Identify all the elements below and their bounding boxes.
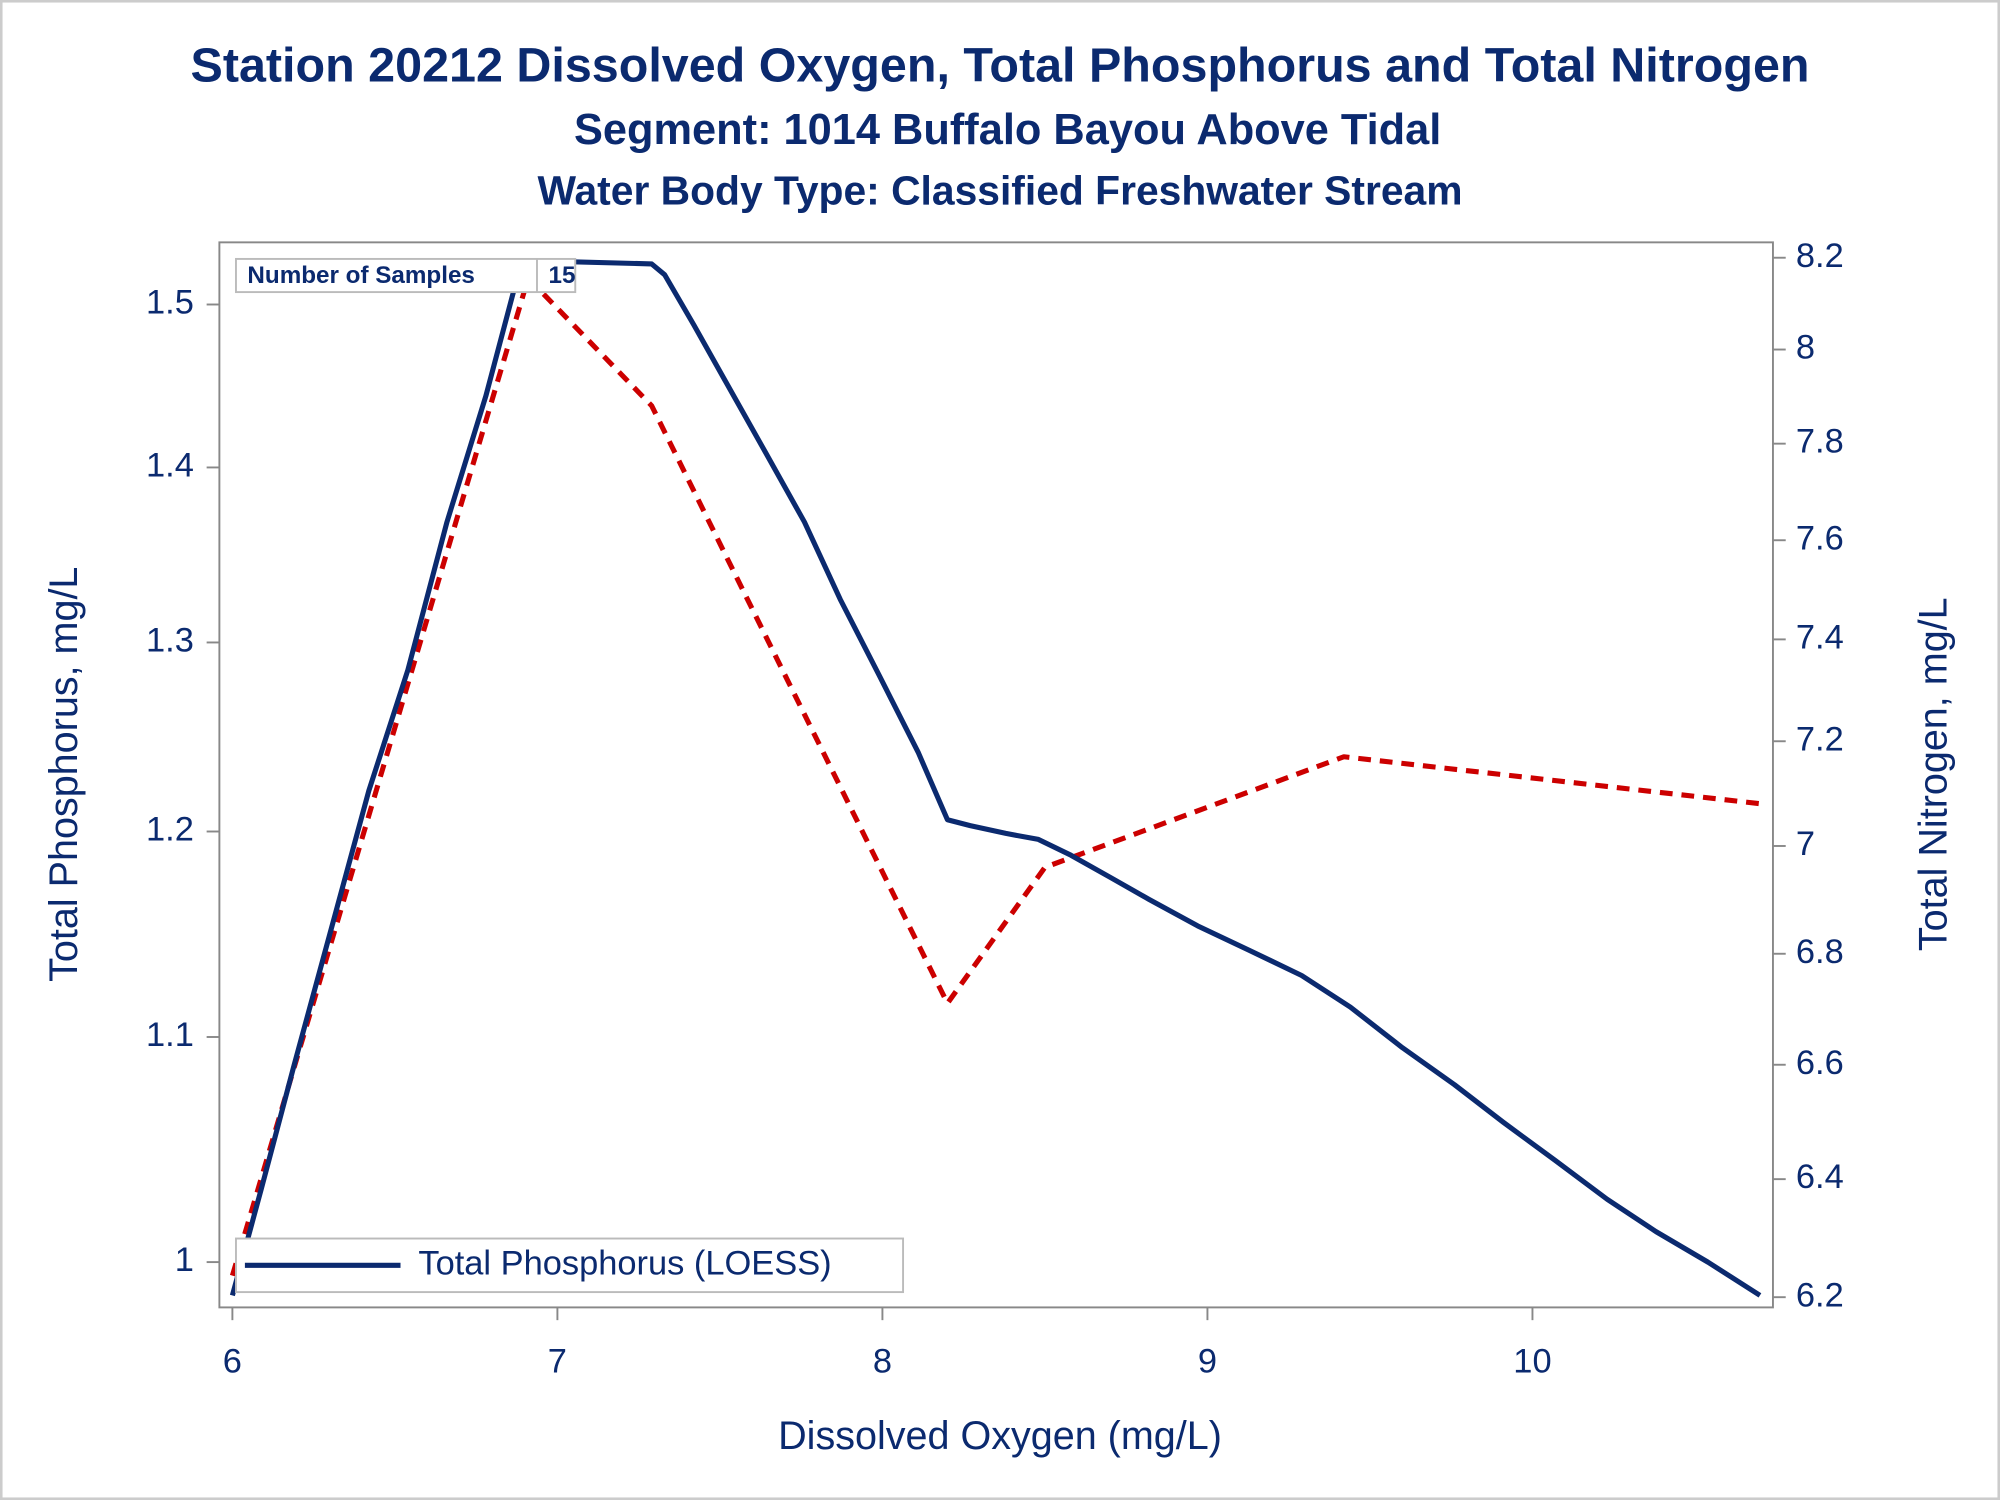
legend: Total Phosphorus (LOESS) (235, 1237, 905, 1294)
chart-subtitle: Segment: 1014 Buffalo Bayou Above Tidal (574, 106, 1441, 154)
annotation-box (235, 257, 577, 294)
x-tick-label: 8 (873, 1343, 892, 1381)
legend-label: Total Phosphorus (LOESS) (418, 1244, 831, 1282)
x-tick-label: 7 (548, 1343, 567, 1381)
x-tick-label: 9 (1198, 1343, 1217, 1381)
y2-tick-label: 7.4 (1796, 618, 1844, 656)
y-tick-label: 1.5 (146, 284, 194, 322)
y-tick-label: 1.3 (146, 622, 194, 660)
y-tick-label: 1.2 (146, 811, 194, 849)
x-tick-label: 6 (223, 1343, 242, 1381)
x-tick-label: 10 (1513, 1343, 1551, 1381)
chart-title: Station 20212 Dissolved Oxygen, Total Ph… (191, 39, 1810, 93)
data-line (229, 258, 1762, 1298)
y2-tick-label: 6.2 (1796, 1276, 1844, 1314)
chart-subtitle: Water Body Type: Classified Freshwater S… (537, 168, 1462, 214)
y2-tick-label: 6.8 (1796, 933, 1844, 971)
y-axis-label: Total Phosphorus, mg/L (42, 567, 86, 982)
annotation-label: Number of Samples (247, 262, 474, 289)
data-line (229, 275, 1761, 1277)
plot-area (218, 241, 1774, 1309)
y2-tick-label: 8 (1796, 329, 1815, 367)
y2-tick-label: 7 (1796, 825, 1815, 863)
y2-tick-label: 6.6 (1796, 1044, 1844, 1082)
annotation-value: 15 (548, 262, 575, 289)
y-tick-label: 1 (175, 1241, 194, 1279)
y2-axis-label: Total Nitrogen, mg/L (1912, 597, 1956, 951)
y2-tick-label: 7.6 (1796, 519, 1844, 557)
y2-tick-label: 7.2 (1796, 720, 1844, 758)
y2-tick-label: 7.8 (1796, 423, 1844, 461)
x-axis-label: Dissolved Oxygen (mg/L) (778, 1414, 1222, 1458)
y2-tick-label: 6.4 (1796, 1158, 1844, 1196)
y-tick-label: 1.4 (146, 447, 194, 485)
y2-tick-label: 8.2 (1796, 237, 1844, 275)
y-tick-label: 1.1 (146, 1016, 194, 1054)
annotation: Number of Samples 15 (235, 257, 577, 294)
